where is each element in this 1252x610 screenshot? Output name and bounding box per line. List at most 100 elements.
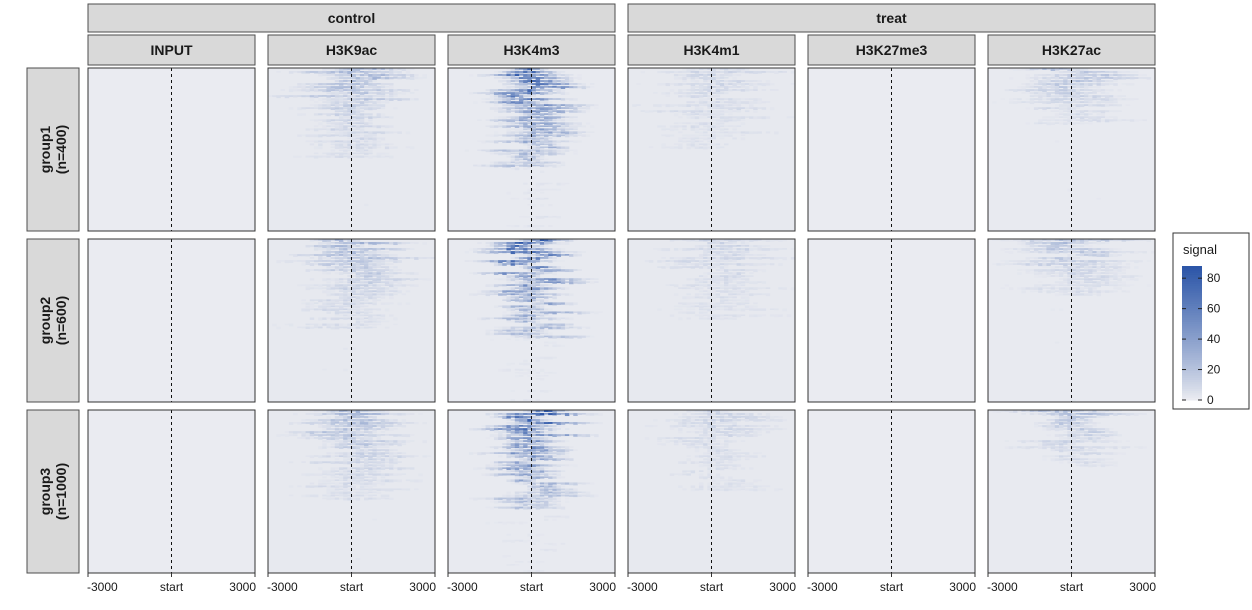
heatmap-cell <box>753 305 758 308</box>
heatmap-cell <box>330 239 336 241</box>
heatmap-cell <box>401 440 407 443</box>
heatmap-cell <box>753 254 758 257</box>
heatmap-cell <box>514 149 520 152</box>
heatmap-cell <box>1058 293 1064 296</box>
heatmap-cell <box>343 287 348 291</box>
heatmap-cell <box>996 239 1001 241</box>
heatmap-cell <box>1096 290 1102 294</box>
heatmap-cell <box>334 146 340 150</box>
heatmap-cell <box>1134 239 1139 241</box>
heatmap-cell <box>1013 98 1018 100</box>
heatmap-cell <box>1079 278 1085 281</box>
heatmap-cell <box>728 86 733 88</box>
heatmap-cell <box>577 107 582 110</box>
heatmap-cell <box>1042 272 1047 276</box>
heatmap-cell <box>1088 71 1093 73</box>
heatmap-cell <box>498 95 503 98</box>
heatmap-cell <box>686 278 691 281</box>
heatmap-cell <box>703 278 708 281</box>
heatmap-cell <box>573 86 578 89</box>
heatmap-cell <box>313 323 319 327</box>
heatmap-cell <box>347 254 352 257</box>
heatmap-cell <box>665 92 671 95</box>
heatmap-cell <box>364 71 369 74</box>
heatmap-cell <box>343 80 348 82</box>
heatmap-cell <box>539 122 545 124</box>
heatmap-cell <box>351 311 356 313</box>
heatmap-cell <box>1109 266 1114 268</box>
heatmap-cell <box>535 293 541 296</box>
heatmap-cell <box>405 272 411 275</box>
heatmap-cell <box>498 284 503 287</box>
heatmap-cell <box>711 290 716 294</box>
heatmap-cell <box>707 68 712 70</box>
heatmap-cell <box>322 368 327 371</box>
heatmap-cell <box>359 299 365 302</box>
heatmap-cell <box>1038 251 1043 254</box>
heatmap-cell <box>393 266 398 269</box>
heatmap-cell <box>1129 239 1135 241</box>
heatmap-cell <box>686 104 691 107</box>
heatmap-cell <box>326 284 331 287</box>
heatmap-cell <box>544 257 549 259</box>
heatmap-cell <box>548 335 553 339</box>
heatmap-cell <box>544 284 549 286</box>
heatmap-cell <box>539 281 545 283</box>
heatmap-cell <box>326 95 331 98</box>
heatmap-cell <box>744 308 750 310</box>
heatmap-cell <box>732 296 737 299</box>
heatmap-cell <box>690 86 696 89</box>
heatmap-cell <box>1042 122 1047 124</box>
heatmap-cell <box>355 284 361 287</box>
heatmap-cell <box>502 305 507 309</box>
heatmap-cell <box>301 260 306 263</box>
heatmap-cell <box>506 134 511 137</box>
heatmap-cell <box>326 497 331 501</box>
heatmap-cell <box>539 110 545 112</box>
heatmap-cell <box>347 260 352 263</box>
heatmap-cell <box>539 80 545 83</box>
heatmap-cell <box>359 446 365 448</box>
heatmap-cell <box>707 128 712 131</box>
heatmap-cell <box>322 155 327 158</box>
heatmap-cell <box>535 239 541 242</box>
heatmap-cell <box>552 371 557 375</box>
heatmap-cell <box>724 104 729 107</box>
heatmap-cell <box>678 116 683 119</box>
heatmap-cell <box>707 74 712 76</box>
heatmap-cell <box>347 326 352 329</box>
heatmap-cell <box>535 317 541 320</box>
heatmap-cell <box>707 296 712 300</box>
heatmap-cell <box>523 215 528 218</box>
heatmap-cell <box>368 479 373 483</box>
heatmap-cell <box>313 86 319 89</box>
heatmap-cell <box>732 272 737 275</box>
heatmap-cell <box>309 155 315 158</box>
heatmap-cell <box>690 260 696 262</box>
heatmap-cell <box>569 254 574 257</box>
heatmap-cell <box>661 143 666 147</box>
heatmap-cell <box>753 131 758 134</box>
heatmap-cell <box>510 74 516 77</box>
heatmap-cell <box>309 299 315 302</box>
heatmap-cell <box>548 143 553 146</box>
heatmap-cell <box>535 251 541 254</box>
heatmap-cell <box>711 122 716 125</box>
heatmap-cell <box>673 308 679 311</box>
heatmap-cell <box>313 71 319 74</box>
heatmap-cell <box>409 413 415 415</box>
heatmap-cell <box>1125 98 1131 101</box>
heatmap-cell <box>489 152 495 155</box>
heatmap-cell <box>569 269 574 273</box>
heatmap-cell <box>564 326 570 330</box>
heatmap-cell <box>535 155 541 158</box>
heatmap-cell <box>523 371 528 375</box>
heatmap-cell <box>1084 98 1089 101</box>
heatmap-cell <box>544 281 549 283</box>
heatmap-cell <box>343 452 348 456</box>
heatmap-cell <box>569 86 574 89</box>
heatmap-cell <box>343 455 348 458</box>
heatmap-cell <box>351 452 356 455</box>
heatmap-cell <box>556 128 562 131</box>
heatmap-cell <box>506 125 511 128</box>
